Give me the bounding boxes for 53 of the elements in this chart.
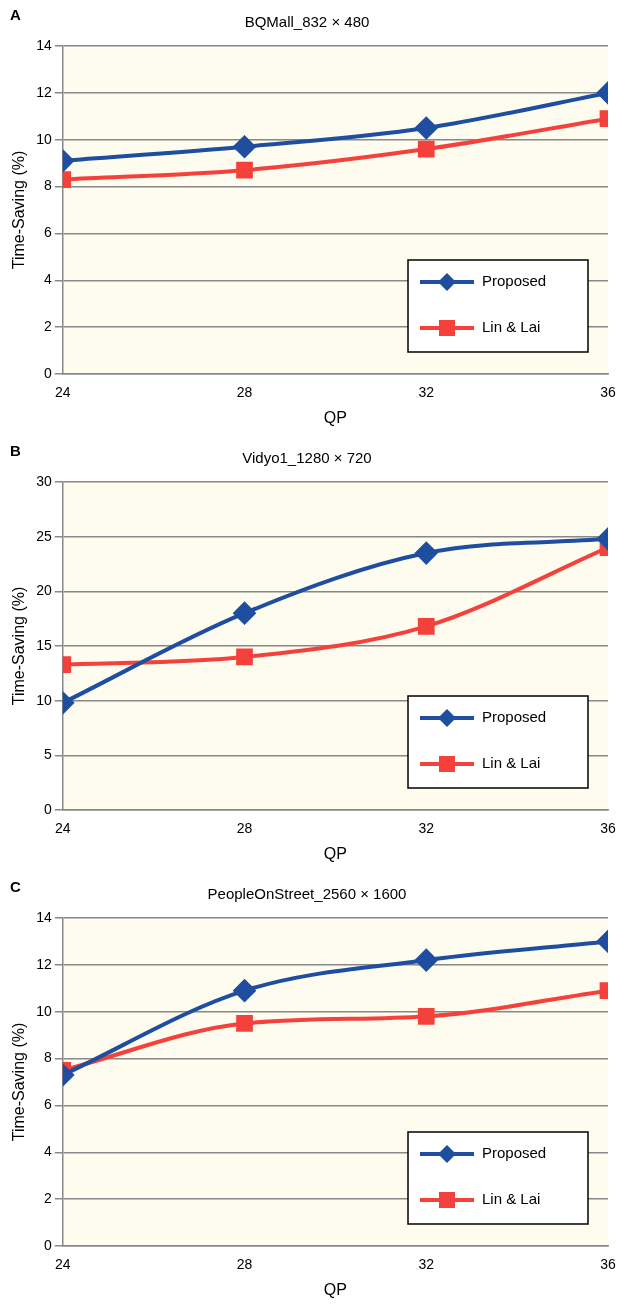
- legend-label: Lin & Lai: [482, 754, 541, 772]
- y-tick-label: 0: [43, 800, 52, 817]
- chart-title: BQMall_832 × 480: [244, 13, 370, 31]
- x-tick-label: 24: [54, 384, 71, 401]
- x-tick-label: 32: [418, 384, 435, 401]
- y-tick-label: 6: [43, 1096, 52, 1113]
- legend-label: Proposed: [482, 1144, 547, 1162]
- text: A: [10, 5, 21, 23]
- legend-label: Lin & Lai: [482, 318, 541, 336]
- y-tick-label: 14: [36, 908, 52, 925]
- x-axis-title: QP: [323, 844, 347, 862]
- y-tick-label: 10: [36, 691, 52, 708]
- x-axis-title: QP: [323, 1280, 347, 1298]
- y-tick-label: 10: [36, 130, 52, 147]
- y-tick-label: 15: [36, 636, 52, 653]
- x-tick-label: 36: [600, 1256, 616, 1273]
- y-axis-title: Time-Saving (%): [10, 150, 28, 270]
- x-tick-label: 36: [600, 384, 616, 401]
- x-tick-label: 24: [54, 820, 71, 837]
- y-tick-label: 2: [43, 1190, 52, 1206]
- x-tick-label: 28: [236, 1256, 253, 1273]
- legend-label: Proposed: [482, 272, 547, 290]
- y-tick-label: 10: [36, 1002, 52, 1019]
- x-tick-label: 28: [236, 384, 253, 401]
- y-tick-label: 0: [43, 1236, 52, 1253]
- y-axis-title: Time-Saving (%): [10, 1022, 28, 1142]
- x-axis-title: QP: [323, 408, 347, 426]
- y-tick-label: 0: [43, 364, 52, 381]
- x-tick-label: 36: [600, 820, 616, 837]
- y-tick-label: 8: [43, 177, 52, 194]
- chart-title: PeopleOnStreet_2560 × 1600: [207, 885, 407, 903]
- legend-label: Lin & Lai: [482, 1190, 541, 1208]
- y-tick-label: 4: [43, 1143, 52, 1160]
- y-tick-label: 4: [43, 271, 52, 288]
- chart-title: Vidyo1_1280 × 720: [242, 449, 372, 467]
- x-tick-label: 32: [418, 820, 435, 837]
- y-tick-label: 12: [36, 955, 52, 972]
- y-tick-label: 25: [36, 527, 52, 544]
- y-tick-label: 30: [36, 472, 52, 489]
- x-tick-label: 28: [236, 820, 253, 837]
- y-tick-label: 8: [43, 1049, 52, 1066]
- y-tick-label: 6: [43, 224, 52, 241]
- text: C: [10, 877, 21, 895]
- text: B: [10, 441, 21, 459]
- y-tick-label: 14: [36, 36, 52, 53]
- x-tick-label: 32: [418, 1256, 435, 1273]
- legend-label: Proposed: [482, 708, 547, 726]
- x-tick-label: 24: [54, 1256, 71, 1273]
- y-tick-label: 2: [43, 318, 52, 334]
- y-tick-label: 5: [43, 746, 52, 763]
- y-tick-label: 12: [36, 83, 52, 100]
- y-tick-label: 20: [36, 582, 52, 599]
- y-axis-title: Time-Saving (%): [10, 586, 28, 706]
